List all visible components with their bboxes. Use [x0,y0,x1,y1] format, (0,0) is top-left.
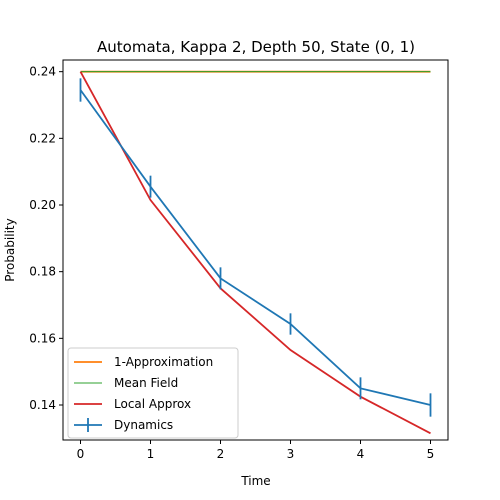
y-tick-label: 0.14 [29,398,56,412]
x-tick-label: 1 [147,447,155,461]
y-tick-label: 0.18 [29,265,56,279]
axes-frame [62,59,449,441]
legend-label: Local Approx [114,397,191,411]
y-tick-label: 0.22 [29,131,56,145]
legend-item: Local Approx [74,397,191,411]
x-tick-label: 2 [217,447,225,461]
legend-label: Mean Field [114,376,178,390]
legend: 1-Approximation Mean Field Local Approx Dyn… [67,347,239,439]
chart-title: Automata, Kappa 2, Depth 50, State (0, 1… [97,38,415,56]
legend-item: 1-Approximation [74,355,213,369]
legend-item: Mean Field [74,376,178,390]
x-axis-label: Time [240,474,270,488]
x-axis: 0 1 2 3 4 5 [77,440,435,461]
series-line [79,89,431,406]
legend-item: Dynamics [74,418,173,432]
y-tick-label: 0.24 [29,65,56,79]
x-tick-label: 3 [287,447,295,461]
plot-area [79,70,432,435]
x-tick-label: 4 [357,447,365,461]
legend-label: 1-Approximation [114,355,213,369]
x-tick-label: 0 [77,447,85,461]
y-axis: 0.14 0.16 0.18 0.20 0.22 0.24 [29,65,63,412]
legend-box [67,347,239,439]
series-dynamics [79,78,432,417]
x-tick-label: 5 [427,447,435,461]
y-tick-label: 0.16 [29,331,56,345]
y-axis-label: Probability [3,218,17,281]
y-tick-label: 0.20 [29,198,56,212]
legend-label: Dynamics [114,418,173,432]
series-line [79,71,431,435]
